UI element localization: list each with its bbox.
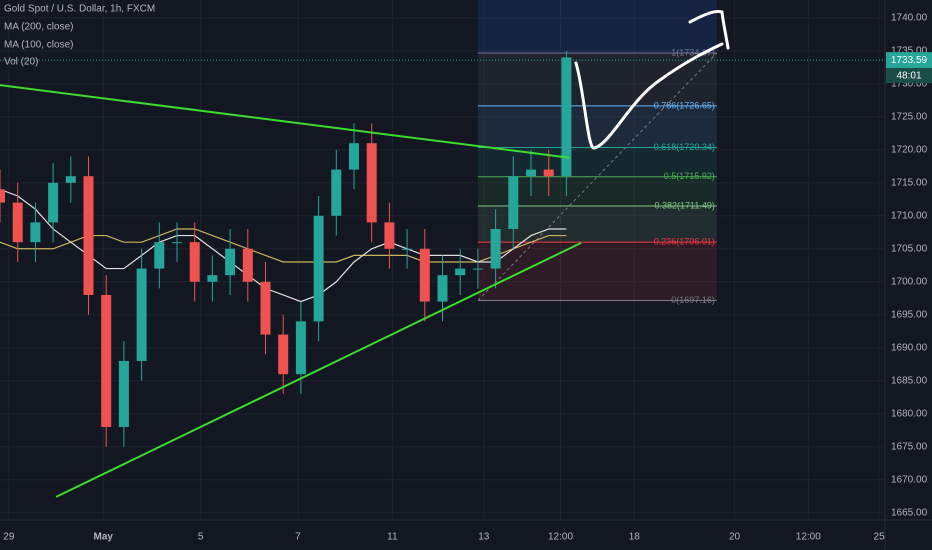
fib-label: 0.382(1711.49) bbox=[654, 200, 714, 210]
moving-average bbox=[0, 228, 567, 263]
candle-body bbox=[384, 222, 395, 249]
legend-item: MA (100, close) bbox=[4, 40, 73, 51]
countdown-box bbox=[886, 68, 932, 84]
candle-body bbox=[225, 248, 236, 276]
x-tick-label: 12:00 bbox=[548, 532, 573, 543]
y-tick-label: 1695.00 bbox=[891, 309, 928, 320]
candle-body bbox=[508, 176, 519, 229]
candle-body bbox=[0, 189, 5, 203]
fib-label: 0(1697.16) bbox=[671, 295, 715, 305]
x-tick-label: 18 bbox=[629, 532, 641, 543]
x-tick-label: 20 bbox=[729, 532, 741, 543]
countdown-label: 48:01 bbox=[896, 70, 921, 81]
fib-label: 0.786(1726.65) bbox=[654, 100, 715, 110]
candle-body bbox=[260, 281, 271, 335]
candle-body bbox=[278, 334, 289, 375]
y-tick-label: 1675.00 bbox=[891, 441, 928, 452]
y-tick-label: 1740.00 bbox=[891, 12, 928, 23]
moving-average bbox=[0, 188, 567, 303]
candle-body bbox=[349, 143, 359, 170]
candle-body bbox=[30, 222, 41, 243]
y-tick-label: 1725.00 bbox=[891, 111, 928, 122]
candle-body bbox=[490, 228, 501, 269]
candle-body bbox=[65, 176, 76, 183]
fib-zone bbox=[477, 242, 717, 301]
candle-body bbox=[48, 182, 59, 223]
candle-body bbox=[526, 169, 536, 177]
y-tick-label: 1665.00 bbox=[891, 507, 928, 518]
y-tick-label: 1690.00 bbox=[891, 342, 928, 353]
candle-body bbox=[455, 268, 466, 276]
candle-body bbox=[136, 268, 147, 361]
chart-title: Gold Spot / U.S. Dollar, 1h, FXCM bbox=[4, 4, 155, 15]
candle-body bbox=[12, 202, 23, 243]
last-price-label: 1733.59 bbox=[891, 55, 928, 66]
fib-top-zone bbox=[477, 0, 717, 53]
y-tick-label: 1710.00 bbox=[891, 210, 928, 221]
trendline bbox=[55, 241, 582, 498]
legend-item: MA (200, close) bbox=[4, 22, 73, 33]
candle-body bbox=[366, 143, 377, 223]
candle-body bbox=[172, 242, 182, 244]
y-tick-label: 1705.00 bbox=[891, 243, 928, 254]
candle-body bbox=[83, 176, 94, 295]
y-tick-label: 1685.00 bbox=[891, 375, 928, 386]
fib-zone bbox=[477, 105, 717, 148]
candle-body bbox=[472, 268, 483, 270]
candle-body bbox=[118, 360, 129, 427]
y-tick-label: 1730.00 bbox=[891, 78, 928, 89]
fib-zone bbox=[477, 147, 717, 177]
candle-body bbox=[419, 248, 430, 302]
candle-body bbox=[543, 169, 554, 177]
x-tick-label: May bbox=[94, 532, 114, 543]
y-tick-label: 1670.00 bbox=[891, 474, 928, 485]
x-tick-label: 5 bbox=[198, 532, 204, 543]
candle-body bbox=[295, 321, 306, 375]
candle-body bbox=[101, 294, 112, 427]
legend-item: Vol (20) bbox=[4, 57, 38, 68]
x-tick-label: 29 bbox=[3, 532, 15, 543]
x-tick-label: 11 bbox=[387, 532, 398, 543]
candle-body bbox=[313, 215, 324, 322]
y-tick-label: 1680.00 bbox=[891, 408, 928, 419]
fib-label: 0.618(1720.34) bbox=[654, 142, 715, 152]
y-tick-label: 1735.00 bbox=[891, 45, 928, 56]
fib-label: 0.5(1715.92) bbox=[664, 171, 715, 181]
fib-zone bbox=[477, 52, 717, 106]
x-tick-label: 12:00 bbox=[796, 532, 821, 543]
candle-body bbox=[331, 169, 342, 216]
last-price-box bbox=[886, 52, 932, 69]
y-tick-label: 1700.00 bbox=[891, 276, 928, 287]
y-tick-label: 1720.00 bbox=[891, 144, 928, 155]
drawn-arrow bbox=[574, 42, 724, 150]
x-tick-label: 7 bbox=[295, 532, 301, 543]
y-tick-label: 1715.00 bbox=[891, 177, 928, 188]
fib-label: 1(1734.67) bbox=[671, 47, 715, 57]
trendline bbox=[0, 84, 570, 159]
candle-body bbox=[189, 242, 200, 282]
candle-body bbox=[242, 248, 253, 282]
candle-body bbox=[207, 275, 218, 282]
fib-label: 0.236(1706.01) bbox=[654, 236, 715, 246]
x-tick-label: 13 bbox=[478, 532, 490, 543]
candle-body bbox=[437, 275, 448, 302]
candle-body bbox=[154, 242, 165, 269]
x-tick-label: 25 bbox=[874, 532, 886, 543]
candle-body bbox=[561, 57, 572, 177]
candle-body bbox=[402, 248, 413, 250]
drawn-arrow-head bbox=[688, 10, 730, 50]
